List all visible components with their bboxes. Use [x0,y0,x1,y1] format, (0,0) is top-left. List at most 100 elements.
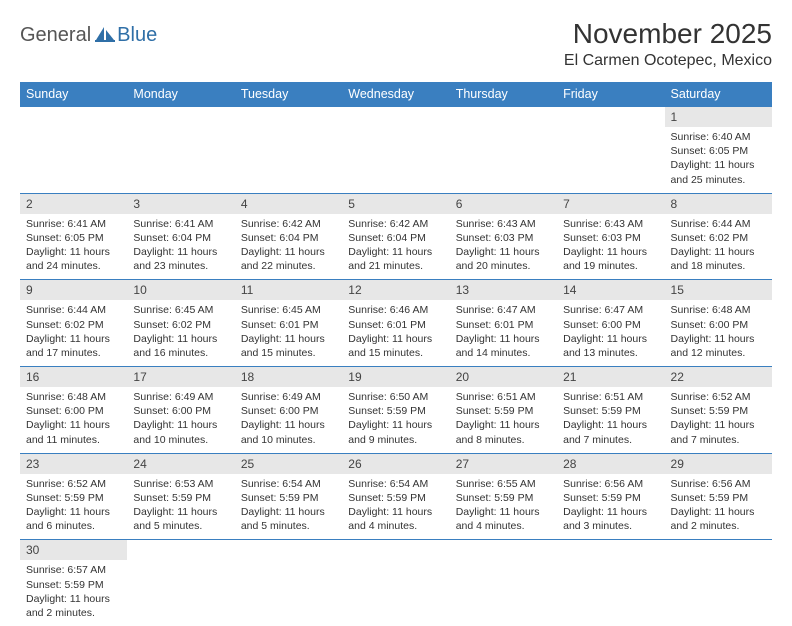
day-content-cell: Sunrise: 6:50 AMSunset: 5:59 PMDaylight:… [342,387,449,453]
day-number-cell [20,107,127,128]
day-number-row: 2345678 [20,193,772,214]
sunset-text: Sunset: 6:00 PM [133,404,228,418]
day-number-cell: 24 [127,453,234,474]
day-content-cell: Sunrise: 6:48 AMSunset: 6:00 PMDaylight:… [665,300,772,366]
day-number-cell [235,107,342,128]
daylight-text: Daylight: 11 hours and 9 minutes. [348,418,443,446]
day-content-cell: Sunrise: 6:42 AMSunset: 6:04 PMDaylight:… [342,214,449,280]
sunset-text: Sunset: 5:59 PM [563,404,658,418]
sunset-text: Sunset: 6:01 PM [348,318,443,332]
daylight-text: Daylight: 11 hours and 20 minutes. [456,245,551,273]
day-content-cell: Sunrise: 6:43 AMSunset: 6:03 PMDaylight:… [557,214,664,280]
weekday-header: Monday [127,82,234,107]
day-number-cell: 10 [127,280,234,301]
location-subtitle: El Carmen Ocotepec, Mexico [564,52,772,70]
day-number-cell: 9 [20,280,127,301]
sunrise-text: Sunrise: 6:51 AM [456,390,551,404]
weekday-header: Wednesday [342,82,449,107]
daylight-text: Daylight: 11 hours and 5 minutes. [241,505,336,533]
day-number-cell [450,107,557,128]
day-number-cell [557,107,664,128]
day-content-cell: Sunrise: 6:54 AMSunset: 5:59 PMDaylight:… [235,474,342,540]
day-content-cell: Sunrise: 6:48 AMSunset: 6:00 PMDaylight:… [20,387,127,453]
day-number-cell: 25 [235,453,342,474]
day-content-cell [665,560,772,626]
daylight-text: Daylight: 11 hours and 23 minutes. [133,245,228,273]
sunrise-text: Sunrise: 6:54 AM [241,477,336,491]
sunrise-text: Sunrise: 6:50 AM [348,390,443,404]
sunrise-text: Sunrise: 6:48 AM [671,303,766,317]
weekday-header: Tuesday [235,82,342,107]
daylight-text: Daylight: 11 hours and 7 minutes. [671,418,766,446]
sunrise-text: Sunrise: 6:52 AM [26,477,121,491]
sunset-text: Sunset: 6:01 PM [456,318,551,332]
sunrise-text: Sunrise: 6:45 AM [133,303,228,317]
daylight-text: Daylight: 11 hours and 21 minutes. [348,245,443,273]
logo-sail-icon [95,25,117,46]
month-title: November 2025 [564,18,772,50]
daylight-text: Daylight: 11 hours and 18 minutes. [671,245,766,273]
sunrise-text: Sunrise: 6:43 AM [456,217,551,231]
day-number-cell: 12 [342,280,449,301]
daylight-text: Daylight: 11 hours and 14 minutes. [456,332,551,360]
sunset-text: Sunset: 5:59 PM [241,491,336,505]
sunrise-text: Sunrise: 6:46 AM [348,303,443,317]
day-content-cell: Sunrise: 6:57 AMSunset: 5:59 PMDaylight:… [20,560,127,626]
sunrise-text: Sunrise: 6:54 AM [348,477,443,491]
day-content-cell: Sunrise: 6:52 AMSunset: 5:59 PMDaylight:… [20,474,127,540]
daylight-text: Daylight: 11 hours and 10 minutes. [133,418,228,446]
day-number-cell: 8 [665,193,772,214]
day-number-cell: 7 [557,193,664,214]
day-content-cell: Sunrise: 6:46 AMSunset: 6:01 PMDaylight:… [342,300,449,366]
sunset-text: Sunset: 5:59 PM [456,404,551,418]
day-number-cell [127,107,234,128]
logo: General Blue [20,18,157,47]
sunrise-text: Sunrise: 6:49 AM [133,390,228,404]
daylight-text: Daylight: 11 hours and 13 minutes. [563,332,658,360]
weekday-header: Sunday [20,82,127,107]
day-content-cell [235,127,342,193]
day-number-cell: 11 [235,280,342,301]
sunset-text: Sunset: 6:04 PM [133,231,228,245]
weekday-header: Thursday [450,82,557,107]
day-content-row: Sunrise: 6:57 AMSunset: 5:59 PMDaylight:… [20,560,772,626]
day-content-cell: Sunrise: 6:49 AMSunset: 6:00 PMDaylight:… [127,387,234,453]
sunrise-text: Sunrise: 6:52 AM [671,390,766,404]
daylight-text: Daylight: 11 hours and 17 minutes. [26,332,121,360]
day-number-cell: 28 [557,453,664,474]
sunrise-text: Sunrise: 6:42 AM [241,217,336,231]
sunset-text: Sunset: 5:59 PM [671,491,766,505]
sunset-text: Sunset: 6:03 PM [456,231,551,245]
sunrise-text: Sunrise: 6:56 AM [671,477,766,491]
day-number-cell: 27 [450,453,557,474]
daylight-text: Daylight: 11 hours and 11 minutes. [26,418,121,446]
sunset-text: Sunset: 5:59 PM [348,404,443,418]
sunrise-text: Sunrise: 6:56 AM [563,477,658,491]
day-content-cell [235,560,342,626]
sunset-text: Sunset: 6:05 PM [26,231,121,245]
sunset-text: Sunset: 5:59 PM [26,491,121,505]
day-content-row: Sunrise: 6:40 AMSunset: 6:05 PMDaylight:… [20,127,772,193]
day-number-cell [127,540,234,561]
logo-text-blue: Blue [117,24,157,47]
day-number-cell: 14 [557,280,664,301]
daylight-text: Daylight: 11 hours and 25 minutes. [671,158,766,186]
day-number-cell [665,540,772,561]
sunrise-text: Sunrise: 6:45 AM [241,303,336,317]
day-number-cell: 19 [342,367,449,388]
daylight-text: Daylight: 11 hours and 5 minutes. [133,505,228,533]
day-number-cell: 1 [665,107,772,128]
day-content-row: Sunrise: 6:48 AMSunset: 6:00 PMDaylight:… [20,387,772,453]
day-content-cell [127,127,234,193]
header: General Blue November 2025 El Carmen Oco… [20,18,772,70]
daylight-text: Daylight: 11 hours and 15 minutes. [241,332,336,360]
day-number-cell: 20 [450,367,557,388]
day-content-cell: Sunrise: 6:47 AMSunset: 6:01 PMDaylight:… [450,300,557,366]
day-content-cell [450,560,557,626]
sunrise-text: Sunrise: 6:40 AM [671,130,766,144]
day-content-cell: Sunrise: 6:56 AMSunset: 5:59 PMDaylight:… [665,474,772,540]
sunrise-text: Sunrise: 6:42 AM [348,217,443,231]
day-content-cell [557,127,664,193]
daylight-text: Daylight: 11 hours and 4 minutes. [348,505,443,533]
day-number-cell: 2 [20,193,127,214]
